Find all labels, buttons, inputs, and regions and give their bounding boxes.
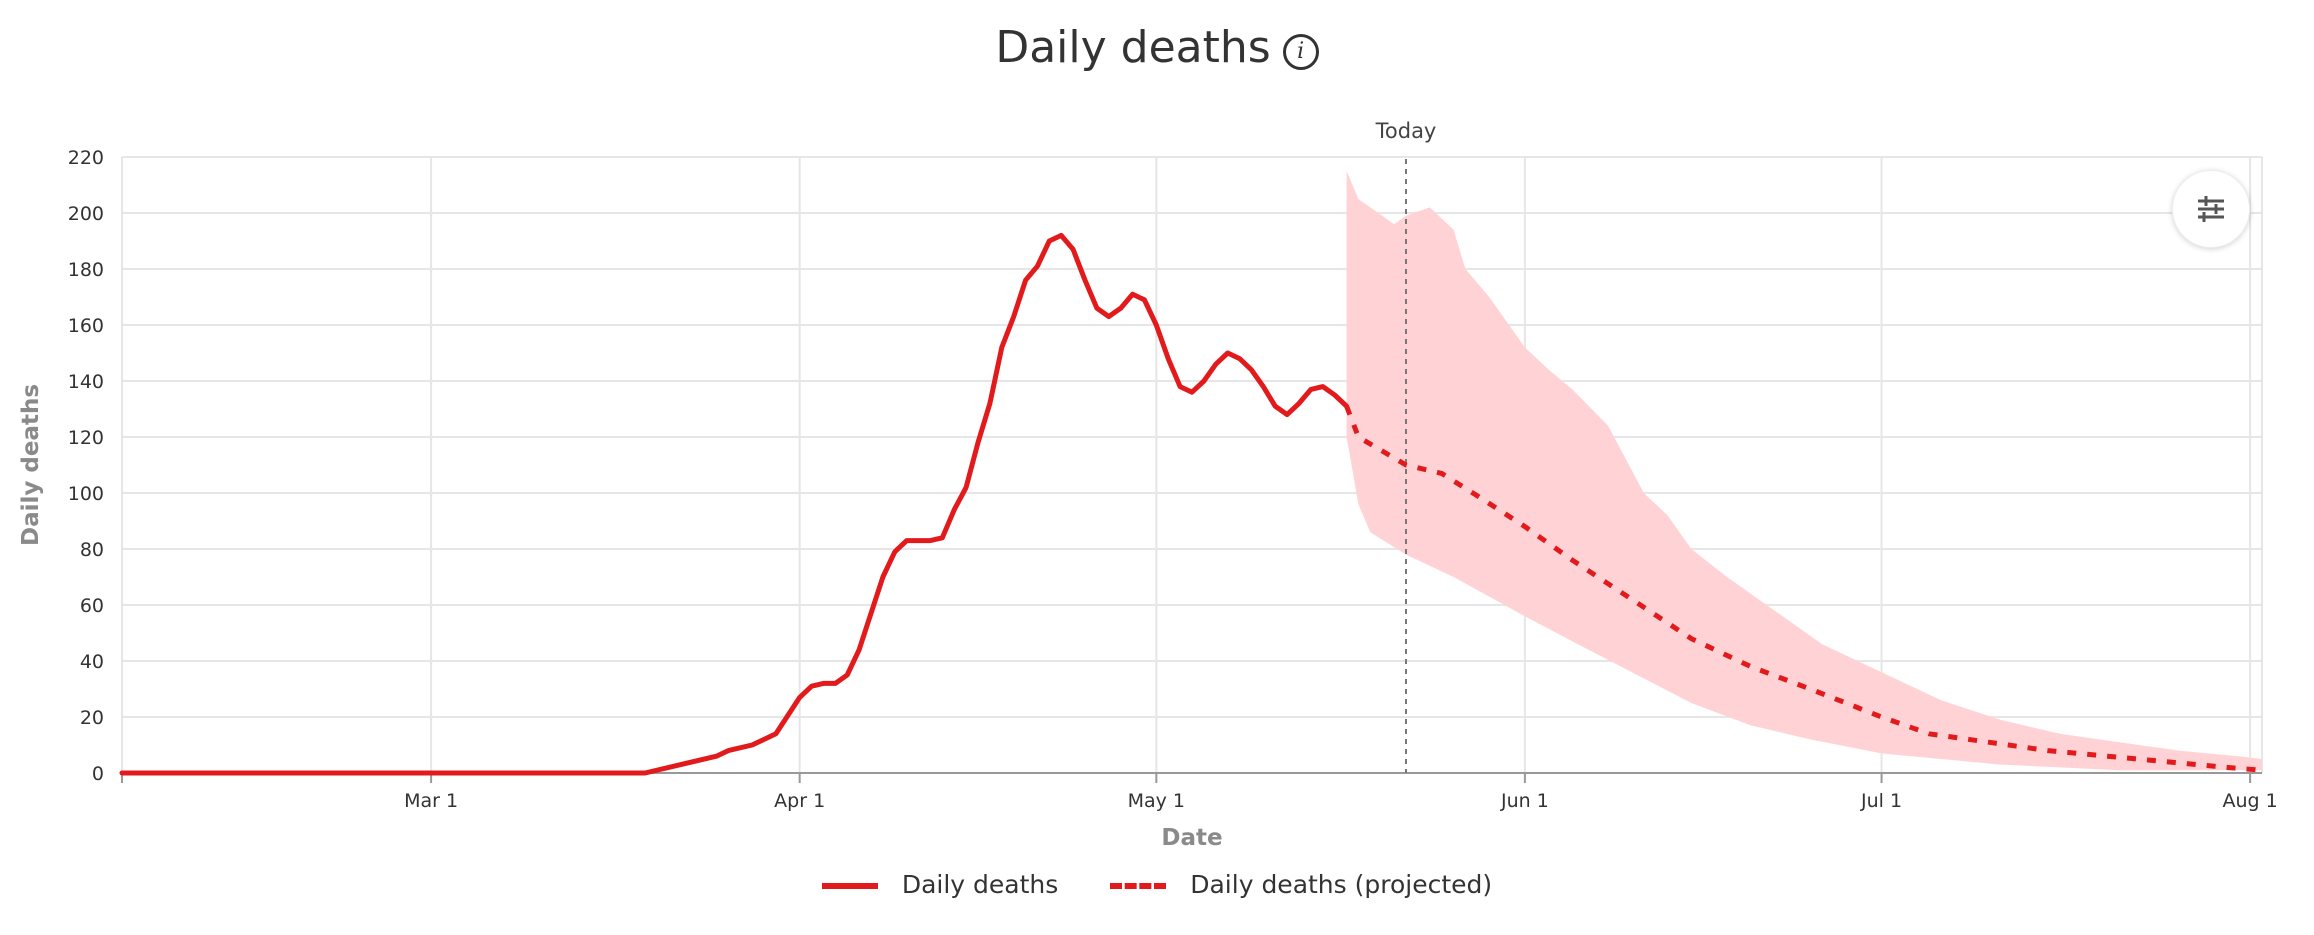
chart-settings-button[interactable] xyxy=(2172,170,2250,248)
sliders-icon xyxy=(2198,196,2224,222)
series-layer xyxy=(119,232,2263,776)
axes xyxy=(121,159,2262,783)
legend-swatch-dashed xyxy=(1110,882,1167,889)
y-tick-label: 200 xyxy=(68,203,104,225)
chart-title: Daily deaths xyxy=(995,22,1271,73)
chart-title-wrap: Daily deaths i xyxy=(0,22,2314,73)
y-tick-label: 180 xyxy=(68,259,104,281)
grid xyxy=(121,156,2263,774)
y-tick-label: 100 xyxy=(68,483,104,505)
x-axis-title: Date xyxy=(1161,825,1222,851)
y-tick-label: 20 xyxy=(80,707,104,729)
legend-item-daily-deaths-projected[interactable]: Daily deaths (projected) xyxy=(1110,870,1492,899)
legend-label: Daily deaths xyxy=(901,869,1059,899)
y-tick-label: 60 xyxy=(80,595,104,617)
legend: Daily deaths Daily deaths (projected) xyxy=(0,868,2314,899)
series-line-daily-deaths xyxy=(119,232,1350,776)
labels: 0 20 40 60 80 100 120 140 160 180 200 220 Mar 1 Apr 1… xyxy=(18,119,2278,851)
y-tick-label: 80 xyxy=(80,539,104,561)
y-tick-label: 160 xyxy=(68,315,104,337)
y-tick-label: 0 xyxy=(92,763,104,785)
y-axis-title: Daily deaths xyxy=(18,384,44,546)
x-tick-label: Aug 1 xyxy=(2222,790,2277,812)
x-tick-label: Apr 1 xyxy=(774,790,825,812)
y-tick-label: 40 xyxy=(80,651,104,673)
legend-swatch-solid xyxy=(821,882,878,889)
y-tick-label: 120 xyxy=(68,427,104,449)
y-tick-label: 220 xyxy=(68,147,104,169)
today-label: Today xyxy=(1375,119,1437,143)
x-tick-label: Jun 1 xyxy=(1500,790,1549,812)
x-tick-label: May 1 xyxy=(1128,790,1185,812)
x-tick-label: Mar 1 xyxy=(404,790,458,812)
y-tick-label: 140 xyxy=(68,371,104,393)
legend-label: Daily deaths (projected) xyxy=(1190,869,1493,899)
legend-item-daily-deaths[interactable]: Daily deaths xyxy=(821,869,1059,899)
x-tick-label: Jul 1 xyxy=(1860,790,1902,812)
uncertainty-band-layer xyxy=(1346,171,2262,771)
info-circle-icon[interactable]: i xyxy=(1282,34,1319,70)
uncertainty-band xyxy=(1346,171,2262,771)
